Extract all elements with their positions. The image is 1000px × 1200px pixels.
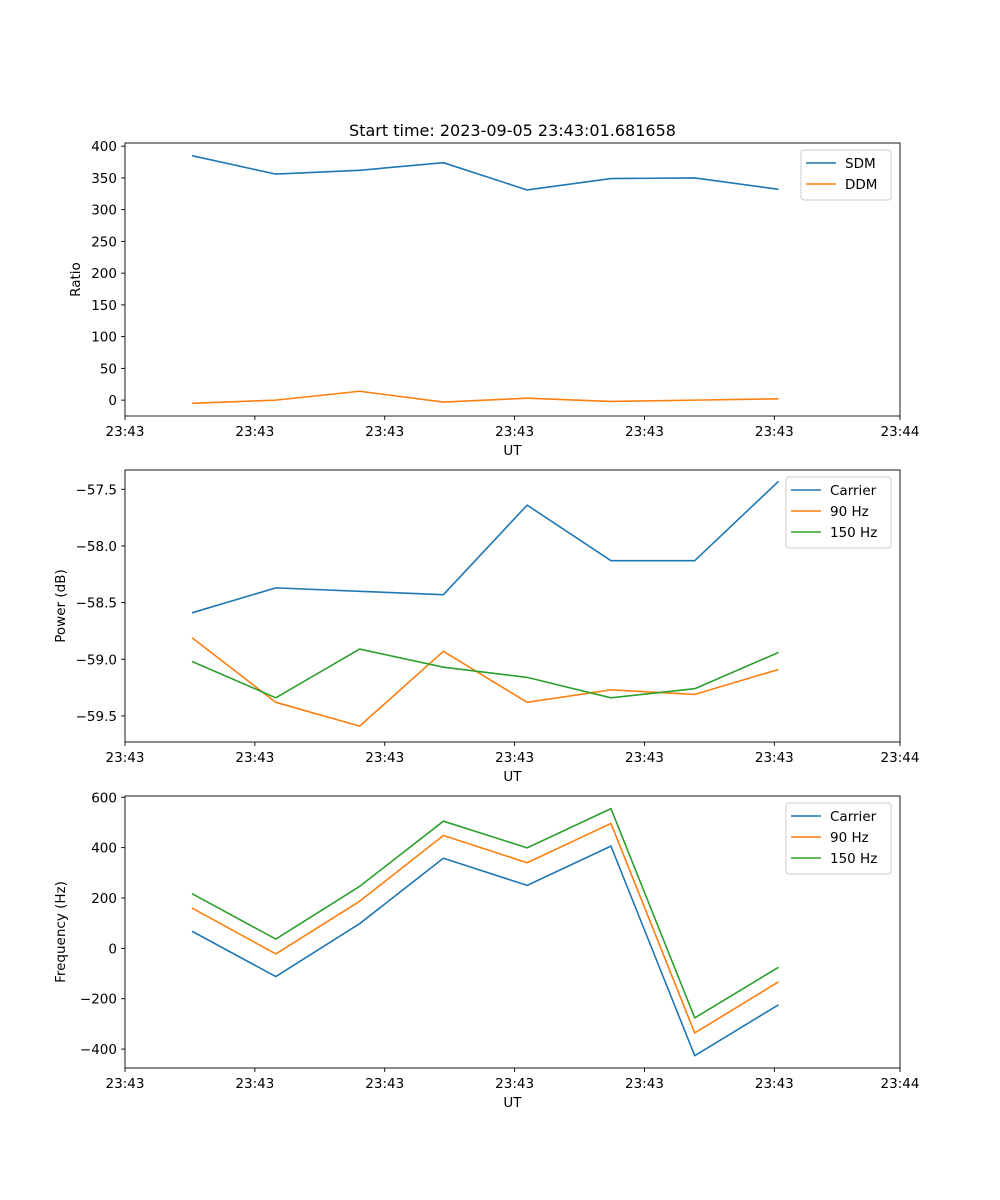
- y-tick-label: 250: [91, 234, 117, 250]
- legend: SDM DDM: [800, 149, 892, 201]
- series-line-carrier: [191, 845, 779, 1057]
- axes-frame: [124, 469, 901, 743]
- y-tick-label: 400: [91, 139, 117, 155]
- x-axis-label: UT: [503, 443, 522, 459]
- series-line-carrier: [191, 480, 780, 614]
- series-line-90-hz: [191, 637, 779, 727]
- chart-panel-3: 23:43 23:43 23:43 23:43 23:43 23:43 23:44 −400 −…: [53, 790, 919, 1111]
- y-tick-label: 100: [91, 330, 117, 346]
- x-tick-label: 23:44: [881, 424, 920, 440]
- series-line-150-hz: [191, 648, 779, 699]
- axes-frame: [124, 142, 901, 417]
- series-line-150-hz: [191, 807, 779, 1019]
- y-tick-label: 200: [91, 266, 117, 282]
- chart-title: Start time: 2023-09-05 23:43:01.681658: [349, 121, 676, 140]
- x-tick-label: 23:44: [881, 750, 920, 766]
- y-tick-label: −58.5: [76, 596, 117, 612]
- y-tick-label: 400: [91, 841, 117, 857]
- legend-label: DDM: [845, 177, 877, 193]
- x-tick-label: 23:43: [235, 424, 274, 440]
- y-tick-label: −200: [80, 992, 117, 1008]
- x-tick-label: 23:43: [106, 750, 145, 766]
- x-axis-label: UT: [503, 1095, 522, 1111]
- x-tick-label: 23:43: [755, 424, 794, 440]
- x-tick-label: 23:43: [235, 750, 274, 766]
- y-tick-label: 300: [91, 203, 117, 219]
- y-axis-label: Frequency (Hz): [53, 881, 69, 983]
- series-line-ddm: [191, 390, 779, 405]
- chart-panel-1: Start time: 2023-09-05 23:43:01.681658 23…: [68, 121, 919, 459]
- legend-label: SDM: [845, 156, 876, 172]
- series-line-sdm: [191, 154, 779, 191]
- legend-box: [785, 802, 892, 875]
- y-tick-label: 600: [91, 790, 117, 806]
- legend-label: 150 Hz: [830, 525, 877, 541]
- x-tick-label: 23:43: [365, 1076, 404, 1092]
- x-tick-label: 23:44: [881, 1076, 920, 1092]
- x-tick-label: 23:43: [365, 750, 404, 766]
- x-tick-label: 23:43: [495, 1076, 534, 1092]
- x-tick-label: 23:43: [755, 750, 794, 766]
- y-tick-label: −59.0: [76, 652, 117, 668]
- x-tick-label: 23:43: [625, 1076, 664, 1092]
- chart-panel-2: 23:43 23:43 23:43 23:43 23:43 23:43 23:44 −59.5…: [53, 469, 920, 785]
- y-tick-label: −58.0: [76, 539, 117, 555]
- legend: Carrier 90 Hz 150 Hz: [785, 476, 892, 549]
- legend-label: Carrier: [830, 809, 877, 825]
- y-axis-label: Ratio: [68, 262, 84, 297]
- x-tick-label: 23:43: [106, 1076, 145, 1092]
- x-tick-label: 23:43: [495, 750, 534, 766]
- x-tick-label: 23:43: [235, 1076, 274, 1092]
- legend: Carrier 90 Hz 150 Hz: [785, 802, 892, 875]
- axes-frame: [124, 795, 901, 1069]
- legend-label: Carrier: [830, 483, 877, 499]
- legend-label: 150 Hz: [830, 851, 877, 867]
- y-tick-label: 0: [108, 393, 117, 409]
- x-tick-label: 23:43: [106, 424, 145, 440]
- y-tick-label: 150: [91, 298, 117, 314]
- y-tick-label: 200: [91, 891, 117, 907]
- x-tick-label: 23:43: [625, 424, 664, 440]
- y-tick-label: 0: [108, 941, 117, 957]
- y-tick-label: 350: [91, 171, 117, 187]
- y-tick-label: 50: [100, 361, 117, 377]
- series-line-90-hz: [191, 822, 779, 1034]
- x-axis-label: UT: [503, 769, 522, 785]
- x-tick-label: 23:43: [495, 424, 534, 440]
- y-tick-label: −57.5: [76, 482, 117, 498]
- y-tick-label: −59.5: [76, 709, 117, 725]
- x-tick-label: 23:43: [365, 424, 404, 440]
- legend-label: 90 Hz: [830, 504, 869, 520]
- legend-label: 90 Hz: [830, 830, 869, 846]
- y-axis-label: Power (dB): [53, 569, 69, 642]
- legend-box: [785, 476, 892, 549]
- y-tick-label: −400: [80, 1042, 117, 1058]
- x-tick-label: 23:43: [625, 750, 664, 766]
- x-tick-label: 23:43: [755, 1076, 794, 1092]
